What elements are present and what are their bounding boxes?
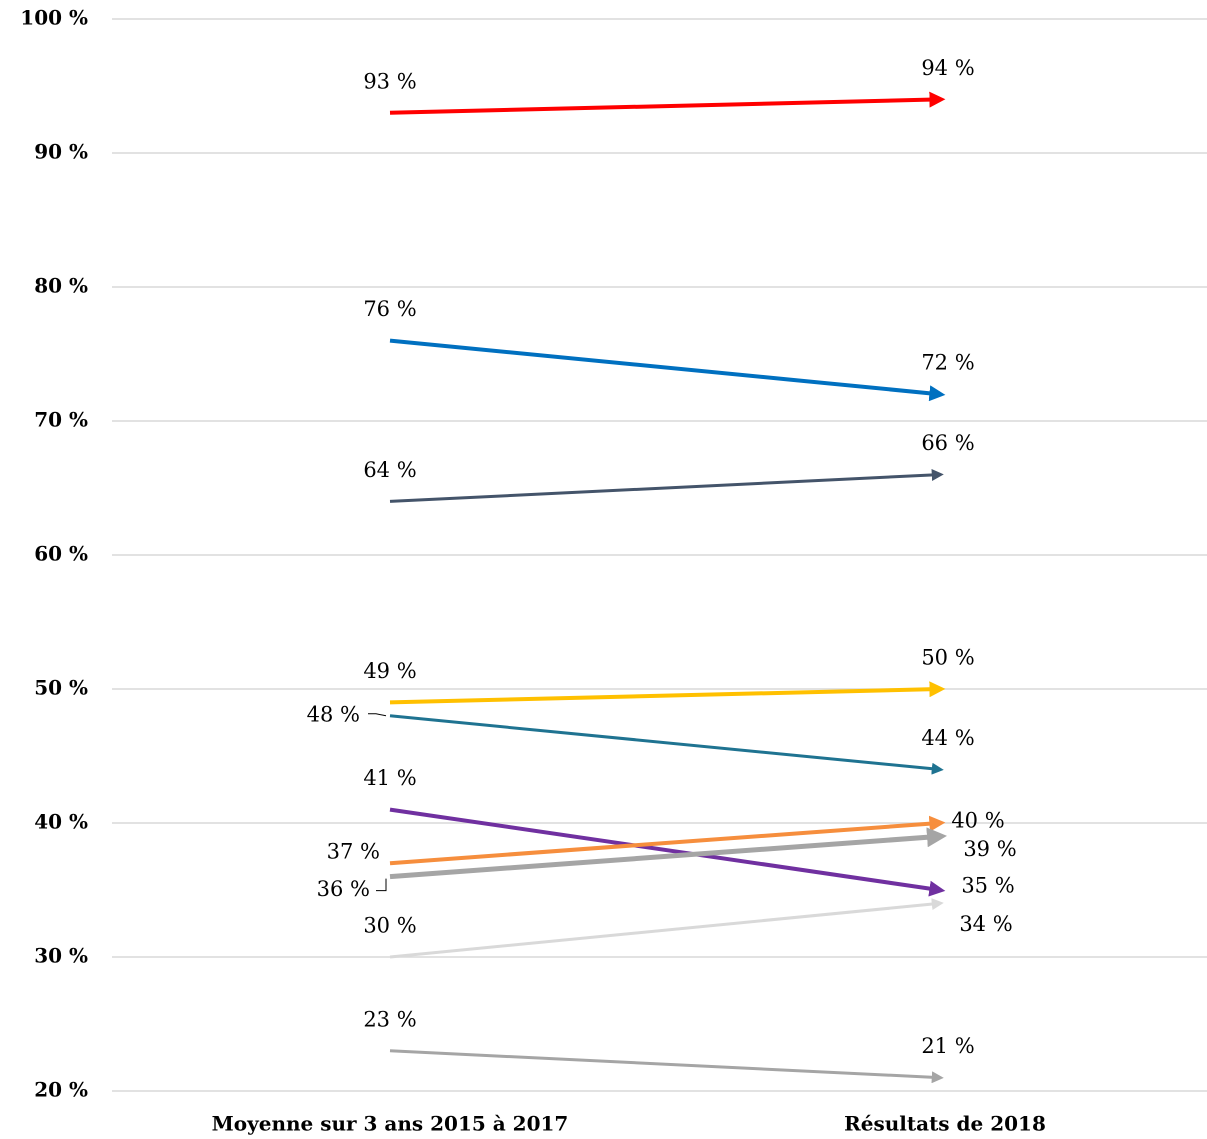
slope-line — [389, 468, 944, 503]
value-label: 76 % — [363, 297, 416, 321]
value-label: 50 % — [921, 646, 974, 670]
y-tick-label: 90 % — [34, 140, 88, 164]
leader-line — [376, 878, 387, 892]
slope-line — [389, 827, 947, 880]
slope-line — [389, 338, 946, 402]
value-label: 44 % — [921, 726, 974, 750]
value-label: 40 % — [951, 809, 1004, 833]
value-label: 30 % — [363, 914, 416, 938]
value-label: 35 % — [961, 874, 1014, 898]
value-label: 49 % — [363, 659, 416, 683]
slope-line — [389, 815, 946, 866]
value-label: 48 % — [307, 702, 360, 726]
value-label: 72 % — [921, 351, 974, 375]
value-label: 66 % — [921, 431, 974, 455]
value-label: 39 % — [963, 837, 1016, 861]
leader-line — [368, 713, 387, 717]
slope-line — [389, 91, 946, 115]
slope-line — [389, 1049, 944, 1084]
y-tick-label: 70 % — [34, 408, 88, 432]
value-label: 37 % — [327, 840, 380, 864]
slope-line — [389, 807, 946, 897]
value-label: 34 % — [959, 912, 1012, 936]
y-tick-label: 30 % — [34, 944, 88, 968]
value-label: 64 % — [363, 458, 416, 482]
value-label: 93 % — [363, 69, 416, 93]
y-tick-label: 100 % — [20, 6, 88, 30]
slope-line — [389, 898, 944, 959]
value-label: 94 % — [921, 56, 974, 80]
y-tick-label: 80 % — [34, 274, 88, 298]
y-tick-label: 20 % — [34, 1078, 88, 1102]
slope-line — [389, 714, 944, 775]
value-label: 36 % — [317, 877, 370, 901]
y-tick-label: 50 % — [34, 676, 88, 700]
y-tick-label: 60 % — [34, 542, 88, 566]
value-label: 23 % — [363, 1007, 416, 1031]
slope-line — [389, 681, 946, 705]
value-label: 21 % — [921, 1034, 974, 1058]
value-label: 41 % — [363, 766, 416, 790]
y-tick-label: 40 % — [34, 810, 88, 834]
x-tick-label: Résultats de 2018 — [844, 1112, 1046, 1136]
x-tick-label: Moyenne sur 3 ans 2015 à 2017 — [212, 1112, 569, 1136]
